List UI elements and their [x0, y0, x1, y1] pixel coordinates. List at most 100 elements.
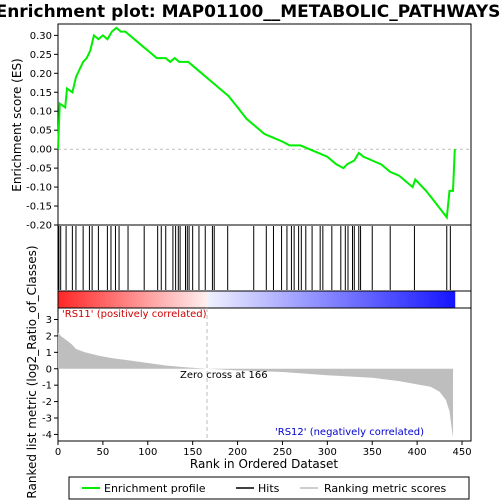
color-bar-segment [192, 291, 195, 308]
color-bar-segment [422, 291, 425, 308]
color-bar-segment [374, 291, 377, 308]
color-bar-segment [233, 291, 237, 308]
color-bar-segment [149, 291, 152, 308]
color-bar-segment [320, 291, 323, 308]
color-bar-segment [138, 291, 141, 308]
color-bar-segment [97, 291, 100, 308]
color-bar-segment [316, 291, 319, 308]
color-bar-segment [393, 291, 396, 308]
color-bar-segment [241, 291, 244, 308]
color-bar-segment [88, 291, 91, 308]
color-bar-segment [336, 291, 339, 308]
color-bar-segment [207, 291, 210, 308]
color-bar-segment [68, 291, 71, 308]
color-bar-segment [201, 291, 204, 308]
es-y-tick-label: -0.20 [26, 221, 52, 232]
color-bar-segment [341, 291, 344, 308]
color-bar-segment [417, 291, 420, 308]
x-tick-label: 400 [408, 447, 427, 458]
color-bar-segment [190, 291, 194, 308]
color-bar-segment [363, 291, 366, 308]
color-bar-segment [70, 291, 73, 308]
color-bar-segment [108, 291, 111, 308]
color-bar-segment [271, 291, 274, 308]
color-bar-segment [429, 291, 432, 308]
metric-y-tick-label: 2 [46, 331, 52, 342]
x-tick-label: 150 [183, 447, 202, 458]
x-axis-label: Rank in Ordered Dataset [190, 457, 338, 471]
color-bar-segment [305, 291, 308, 308]
color-bar-segment [375, 291, 379, 308]
color-bar-segment [59, 291, 62, 308]
color-bar-segment [311, 291, 314, 308]
color-bar-segment [198, 291, 201, 308]
color-bar-segment [338, 291, 341, 308]
color-bar-segment [350, 291, 353, 308]
color-bar-segment [354, 291, 357, 308]
color-bar-segment [255, 291, 258, 308]
color-bar-segment [99, 291, 102, 308]
x-tick-label: 450 [452, 447, 471, 458]
enrichment-profile-line [57, 26, 456, 221]
color-bar-segment [347, 291, 350, 308]
color-bar-segment [66, 291, 70, 308]
color-bar-segment [142, 291, 145, 308]
color-bar-segment [318, 291, 321, 308]
legend-box [68, 476, 470, 500]
color-bar-segment [221, 291, 224, 308]
color-bar-segment [181, 291, 185, 308]
color-bar-segment [257, 291, 260, 308]
color-bar-segment [390, 291, 393, 308]
es-y-tick-label: -0.15 [26, 202, 52, 213]
color-bar-segment [219, 291, 222, 308]
color-bar-segment [449, 291, 452, 308]
color-bar-segment [74, 291, 77, 308]
color-bar-segment [357, 291, 361, 308]
color-bar-segment [63, 291, 66, 308]
color-bar-segment [230, 291, 233, 308]
color-bar-segment [90, 291, 93, 308]
color-bar-segment [280, 291, 283, 308]
color-bar-segment [101, 291, 104, 308]
color-bar-segment [312, 291, 316, 308]
color-bar-segment [359, 291, 362, 308]
color-bar-segment [135, 291, 138, 308]
es-y-ticks: 0.30 0.25 0.20 0.15 0.10 0.05 0.00 -0.05 -0.10 -0… [26, 31, 471, 232]
color-bar-segment [395, 291, 398, 308]
color-bar-segment [208, 291, 212, 308]
color-bar-segment [129, 291, 133, 308]
color-bar-segment [185, 291, 188, 308]
color-bar-segment [339, 291, 343, 308]
color-bar-segment [113, 291, 116, 308]
color-bar-segment [124, 291, 127, 308]
hits-group [58, 226, 451, 290]
color-bar-segment [154, 291, 158, 308]
color-bar-segment [251, 291, 255, 308]
color-bar-segment [296, 291, 300, 308]
color-bar-segment [268, 291, 271, 308]
color-bar-segment [183, 291, 186, 308]
color-bar-segment [102, 291, 106, 308]
color-bar-segment [248, 291, 251, 308]
color-bar-segment [304, 291, 307, 308]
color-bar-segment [203, 291, 206, 308]
color-bar-segment [433, 291, 436, 308]
es-y-tick-label: 0.25 [30, 50, 52, 61]
es-line-group [57, 26, 456, 221]
es-y-tick-label: 0.10 [30, 107, 52, 118]
color-bar-segment [404, 291, 407, 308]
color-bar-segment [79, 291, 82, 308]
color-bar-segment [418, 291, 422, 308]
metric-y-tick-label: 3 [46, 315, 52, 326]
color-bar-segment [321, 291, 325, 308]
color-bar-segment [332, 291, 335, 308]
color-bar-segment [381, 291, 384, 308]
color-bar-segment [83, 291, 86, 308]
color-bar-segment [323, 291, 326, 308]
color-bar-segment [388, 291, 391, 308]
color-bar-segment [122, 291, 125, 308]
color-bar-segment [289, 291, 292, 308]
color-bar-segment [167, 291, 170, 308]
color-bar-segment [172, 291, 176, 308]
color-bar-segment [163, 291, 167, 308]
